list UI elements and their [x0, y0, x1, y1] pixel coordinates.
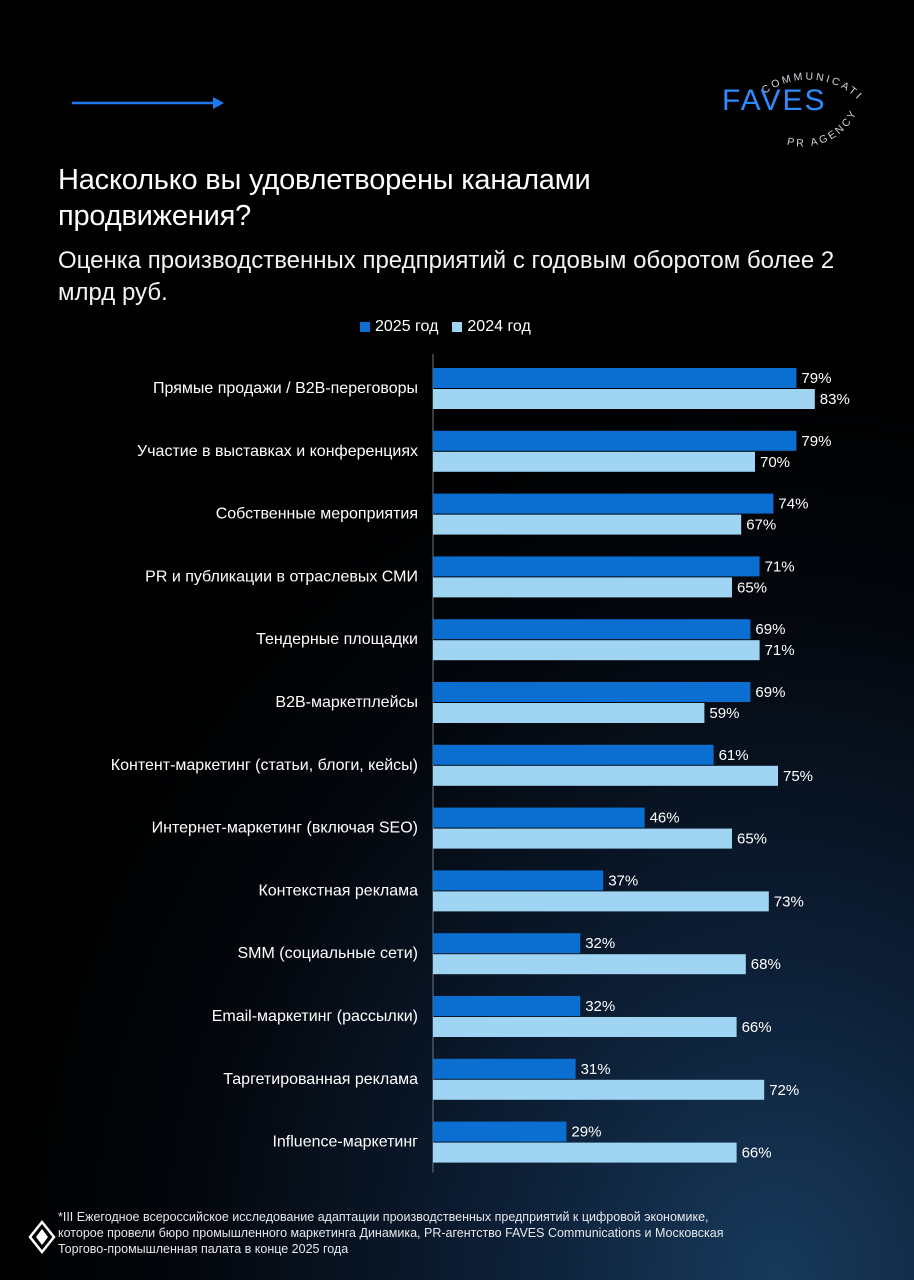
bar-2024	[433, 765, 778, 786]
footnote: *III Ежегодное всероссийское исследовани…	[58, 1210, 724, 1256]
category-label: Контекстная реклама	[258, 882, 418, 899]
value-label-2025: 32%	[585, 998, 615, 1015]
category-label: PR и публикации в отраслевых СМИ	[145, 568, 418, 585]
logo-wordmark: FAVES	[722, 84, 826, 117]
value-label-2024: 83%	[820, 391, 850, 408]
bar-chart: Прямые продажи / B2B-переговоры 79% 83% Уча…	[111, 354, 850, 1173]
legend-label-2025: 2025 год	[375, 318, 439, 335]
value-label-2025: 74%	[778, 496, 808, 513]
value-label-2024: 66%	[742, 1145, 772, 1162]
value-label-2025: 37%	[608, 872, 638, 889]
bar-2025	[433, 682, 751, 702]
bar-2024	[433, 1142, 737, 1163]
category-label: Influence-маркетинг	[272, 1134, 418, 1151]
value-label-2024: 72%	[769, 1082, 799, 1099]
legend-swatch-2024	[452, 322, 463, 332]
bar-2024	[433, 640, 760, 661]
value-label-2024: 66%	[742, 1019, 772, 1036]
legend-label-2024: 2024 год	[467, 318, 531, 335]
value-label-2025: 79%	[801, 433, 831, 450]
legend-swatch-2025	[360, 322, 370, 332]
value-label-2025: 61%	[719, 747, 749, 764]
bar-2025	[433, 1121, 567, 1142]
value-label-2024: 65%	[737, 579, 767, 596]
value-label-2024: 71%	[765, 642, 795, 659]
bar-2025	[433, 619, 751, 640]
bar-2024	[433, 451, 755, 472]
value-label-2024: 75%	[783, 768, 813, 785]
bar-2025	[433, 870, 604, 891]
bar-2025	[433, 1058, 576, 1079]
value-label-2025: 69%	[755, 684, 785, 701]
bar-2024	[433, 1079, 765, 1100]
legend-item-2025: 2025 год	[360, 318, 438, 336]
page-subtitle: Оценка производственных предприятий с го…	[58, 247, 835, 306]
bar-2024	[433, 891, 769, 912]
category-label: Собственные мероприятия	[216, 506, 418, 523]
value-label-2025: 79%	[801, 370, 831, 387]
value-label-2024: 65%	[737, 831, 767, 848]
category-label: Тендерные площадки	[256, 631, 418, 648]
legend-item-2024: 2024 год	[452, 318, 531, 336]
category-label: B2B-маркетплейсы	[275, 694, 418, 711]
value-label-2025: 46%	[650, 810, 680, 827]
bar-2025	[433, 996, 581, 1016]
value-label-2024: 59%	[709, 705, 739, 722]
category-label: Контент-маркетинг (статьи, блоги, кейсы)	[111, 757, 418, 774]
bar-2024	[433, 954, 746, 975]
bar-2025	[433, 368, 797, 388]
value-label-2024: 67%	[746, 517, 776, 534]
bar-2025	[433, 807, 645, 828]
bar-2025	[433, 933, 581, 954]
category-label: Прямые продажи / B2B-переговоры	[153, 380, 418, 397]
bar-2024	[433, 389, 815, 409]
category-label: Участие в выставках и конференциях	[137, 443, 418, 460]
bar-2024	[433, 703, 705, 723]
bar-2024	[433, 828, 732, 849]
value-label-2024: 68%	[751, 956, 781, 973]
category-label: Таргетированная реклама	[223, 1071, 418, 1088]
bar-2025	[433, 430, 797, 451]
category-label: Email-маркетинг (рассылки)	[212, 1008, 418, 1025]
page-title: Насколько вы удовлетворены каналами прод…	[58, 164, 591, 232]
bar-2024	[433, 1017, 737, 1037]
value-label-2025: 71%	[765, 558, 795, 575]
chart-legend: 2025 год 2024 год	[360, 318, 531, 336]
category-label: Интернет-маркетинг (включая SEO)	[152, 820, 418, 837]
bar-2025	[433, 556, 760, 577]
value-label-2025: 31%	[581, 1061, 611, 1078]
bar-2025	[433, 744, 714, 765]
value-label-2025: 29%	[571, 1124, 601, 1141]
value-label-2024: 73%	[774, 893, 804, 910]
category-label: SMM (социальные сети)	[238, 945, 419, 962]
value-label-2024: 70%	[760, 454, 790, 471]
bar-2024	[433, 577, 732, 598]
decorative-arrow-icon	[72, 97, 224, 109]
bar-2024	[433, 514, 742, 535]
value-label-2025: 32%	[585, 935, 615, 952]
footer-logo-icon	[28, 1220, 56, 1254]
faves-logo: COMMUNICATIONS PR AGENCY FAVES	[710, 38, 863, 150]
value-label-2025: 69%	[755, 621, 785, 638]
bar-2025	[433, 493, 774, 514]
